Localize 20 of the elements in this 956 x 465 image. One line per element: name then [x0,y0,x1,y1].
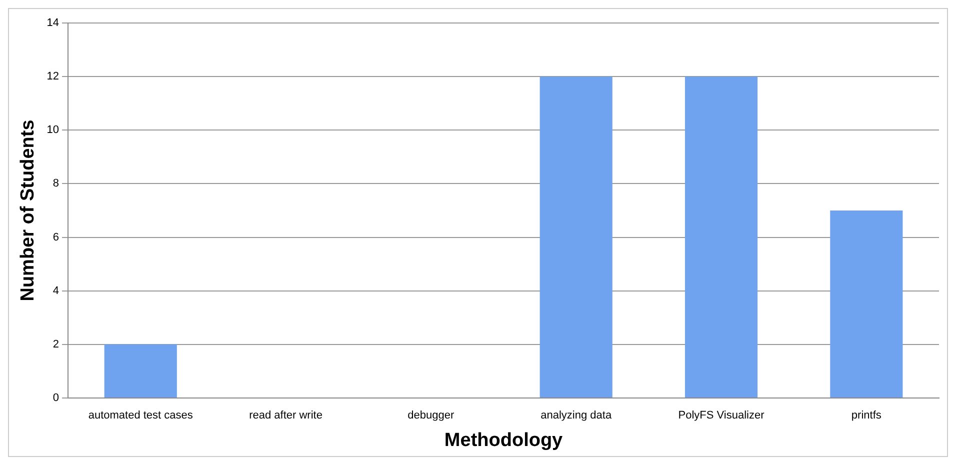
x-tick-label: printfs [851,410,882,422]
y-axis-title: Number of Students [18,120,39,302]
bar [104,344,177,398]
x-axis-title: Methodology [444,430,564,451]
y-tick-label: 12 [46,70,60,83]
x-tick-label: debugger [408,410,455,422]
bar [684,76,758,398]
y-tick-label: 10 [46,124,60,136]
x-tick-label: read after write [249,410,322,422]
y-tick-label: 6 [52,231,60,244]
x-tick-label: PolyFS Visualizer [678,410,765,422]
y-tick-label: 4 [52,284,60,297]
y-tick-label: 2 [52,338,60,350]
x-tick-label: analyzing data [540,410,612,422]
y-tick-label: 8 [52,178,60,190]
bar [540,76,612,398]
y-tick-label: 14 [46,17,60,30]
y-tick-label: 0 [52,392,60,404]
bar [830,210,903,398]
x-tick-label: automated test cases [88,410,194,422]
